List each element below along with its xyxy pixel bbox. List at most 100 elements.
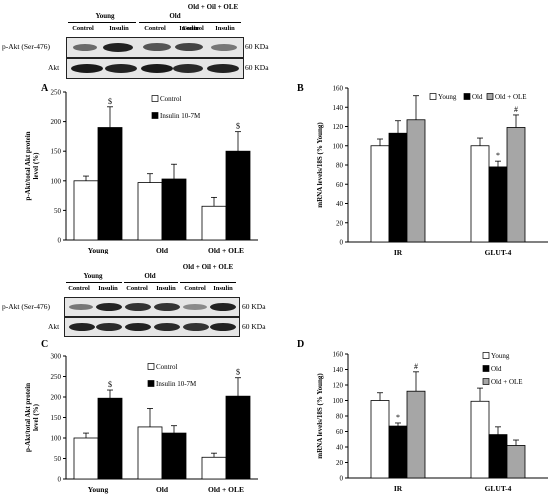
panel-label-c: C — [41, 339, 49, 350]
bar — [201, 456, 227, 480]
chart-panel-c: 0 50 100 150 200 250 300 p-Akt/total Akt protei… — [24, 353, 258, 494]
y-tick-label: 250 — [51, 373, 62, 381]
chart-panel-a: 0 50 100 150 200 250 p-Akt/total Akt protein le… — [24, 89, 258, 254]
category-label: Young — [88, 246, 109, 254]
blot-row-label: Akt — [48, 63, 60, 72]
y-tick-label: 0 — [340, 239, 344, 247]
y-tick-label: 250 — [51, 89, 62, 97]
category-label: Old — [156, 246, 169, 254]
group-divider — [66, 282, 122, 283]
bar — [370, 400, 390, 479]
blot-group-label: Old — [169, 12, 181, 20]
bar — [225, 150, 251, 241]
blot-group-label: Young — [83, 272, 103, 280]
bar — [161, 432, 187, 480]
legend-swatch — [151, 112, 159, 119]
bar — [161, 178, 187, 241]
blot-group-label: Old — [144, 272, 156, 280]
y-tick-label: 120 — [333, 382, 344, 390]
blot-strip-pakt — [66, 37, 244, 58]
blot-row-label: Akt — [48, 322, 60, 331]
blot-condition-label: Control — [144, 25, 166, 32]
bar — [506, 127, 526, 243]
y-tick-label: 140 — [333, 104, 344, 112]
chart-panel-d: 0 20 40 60 80 100 120 140 160 mRNA levels/18S (% … — [316, 351, 548, 493]
significance-mark: * — [496, 151, 500, 160]
bar — [97, 397, 123, 480]
blot-condition-label: Insulin — [109, 25, 129, 32]
y-tick-label: 60 — [336, 181, 344, 189]
significance-mark: # — [414, 362, 418, 371]
blot-condition-label: Control — [126, 285, 148, 292]
y-tick-label: 50 — [54, 207, 62, 215]
blot-kda-label: 60 KDa — [245, 63, 269, 72]
panel-label-a: A — [41, 83, 49, 94]
category-label: IR — [394, 248, 403, 255]
y-axis-label: p-Akt/total Akt protein — [24, 383, 32, 452]
blot-strip-akt — [66, 58, 244, 79]
legend-label: Old + OLE — [491, 378, 523, 386]
category-label: Young — [88, 485, 109, 494]
legend-label: Young — [491, 352, 510, 360]
y-tick-label: 20 — [336, 459, 344, 467]
blot-condition-label: Control — [72, 25, 94, 32]
group-divider — [68, 22, 136, 23]
blot-condition-label: Insulin — [98, 285, 118, 292]
blot-group-label: Old + Oil + OLE — [182, 263, 234, 271]
category-label: GLUT-4 — [485, 248, 512, 255]
y-tick-label: 40 — [336, 444, 344, 452]
bar — [506, 445, 526, 479]
legend-label: Old — [472, 93, 483, 101]
y-axis-label: level (%) — [32, 152, 40, 180]
significance-mark: * — [396, 413, 400, 422]
y-tick-label: 140 — [333, 366, 344, 374]
significance-mark: $ — [108, 97, 112, 106]
legend-label: Young — [438, 93, 457, 101]
blot-condition-label: Insulin — [215, 25, 235, 32]
y-tick-label: 160 — [333, 351, 344, 359]
category-label: IR — [394, 484, 403, 493]
legend-label: Old — [491, 365, 502, 373]
legend-label: Insulin 10-7M — [156, 380, 197, 388]
y-tick-label: 100 — [333, 397, 344, 405]
y-axis-label: p-Akt/total Akt protein — [24, 131, 32, 200]
legend-swatch — [151, 95, 159, 102]
y-tick-label: 120 — [333, 123, 344, 131]
y-tick-label: 50 — [54, 455, 62, 463]
bar — [201, 205, 227, 241]
y-tick-label: 0 — [58, 237, 62, 245]
blot-condition-label: Insulin — [179, 25, 199, 32]
y-axis-label: mRNA levels/18S (% Young) — [316, 373, 324, 459]
y-tick-label: 80 — [336, 413, 344, 421]
legend-swatch — [429, 93, 437, 100]
bar — [370, 145, 390, 243]
y-tick-label: 200 — [51, 118, 62, 126]
legend-swatch — [463, 93, 471, 100]
category-label: Old — [156, 485, 169, 494]
y-axis-label: level (%) — [32, 403, 40, 431]
bar — [73, 180, 99, 241]
blot-kda-label: 60 KDa — [245, 42, 269, 51]
blot-kda-label: 60 KDa — [242, 322, 266, 331]
blot-row-label: p-Akt (Ser-476) — [2, 302, 50, 311]
category-label: Old + OLE — [208, 485, 244, 494]
legend-label: Control — [156, 363, 177, 371]
legend-label: Control — [160, 95, 181, 103]
blot-group-label: Young — [95, 12, 115, 20]
significance-mark: $ — [236, 122, 240, 131]
blot-group-label: Old + Oil + OLE — [187, 3, 239, 11]
significance-mark: $ — [236, 368, 240, 377]
legend-swatch — [486, 93, 494, 100]
bar — [73, 437, 99, 480]
panel-label-d: D — [297, 339, 305, 350]
bar — [137, 182, 163, 241]
blot-condition-label: Insulin — [213, 285, 233, 292]
group-divider — [176, 22, 241, 23]
y-tick-label: 300 — [51, 353, 62, 361]
y-tick-label: 40 — [336, 200, 344, 208]
blot-condition-label: Control — [184, 285, 206, 292]
category-label: GLUT-4 — [485, 484, 512, 493]
legend-label: Old + OLE — [495, 93, 527, 101]
y-tick-label: 100 — [51, 435, 62, 443]
blot-strip-akt — [64, 317, 240, 337]
